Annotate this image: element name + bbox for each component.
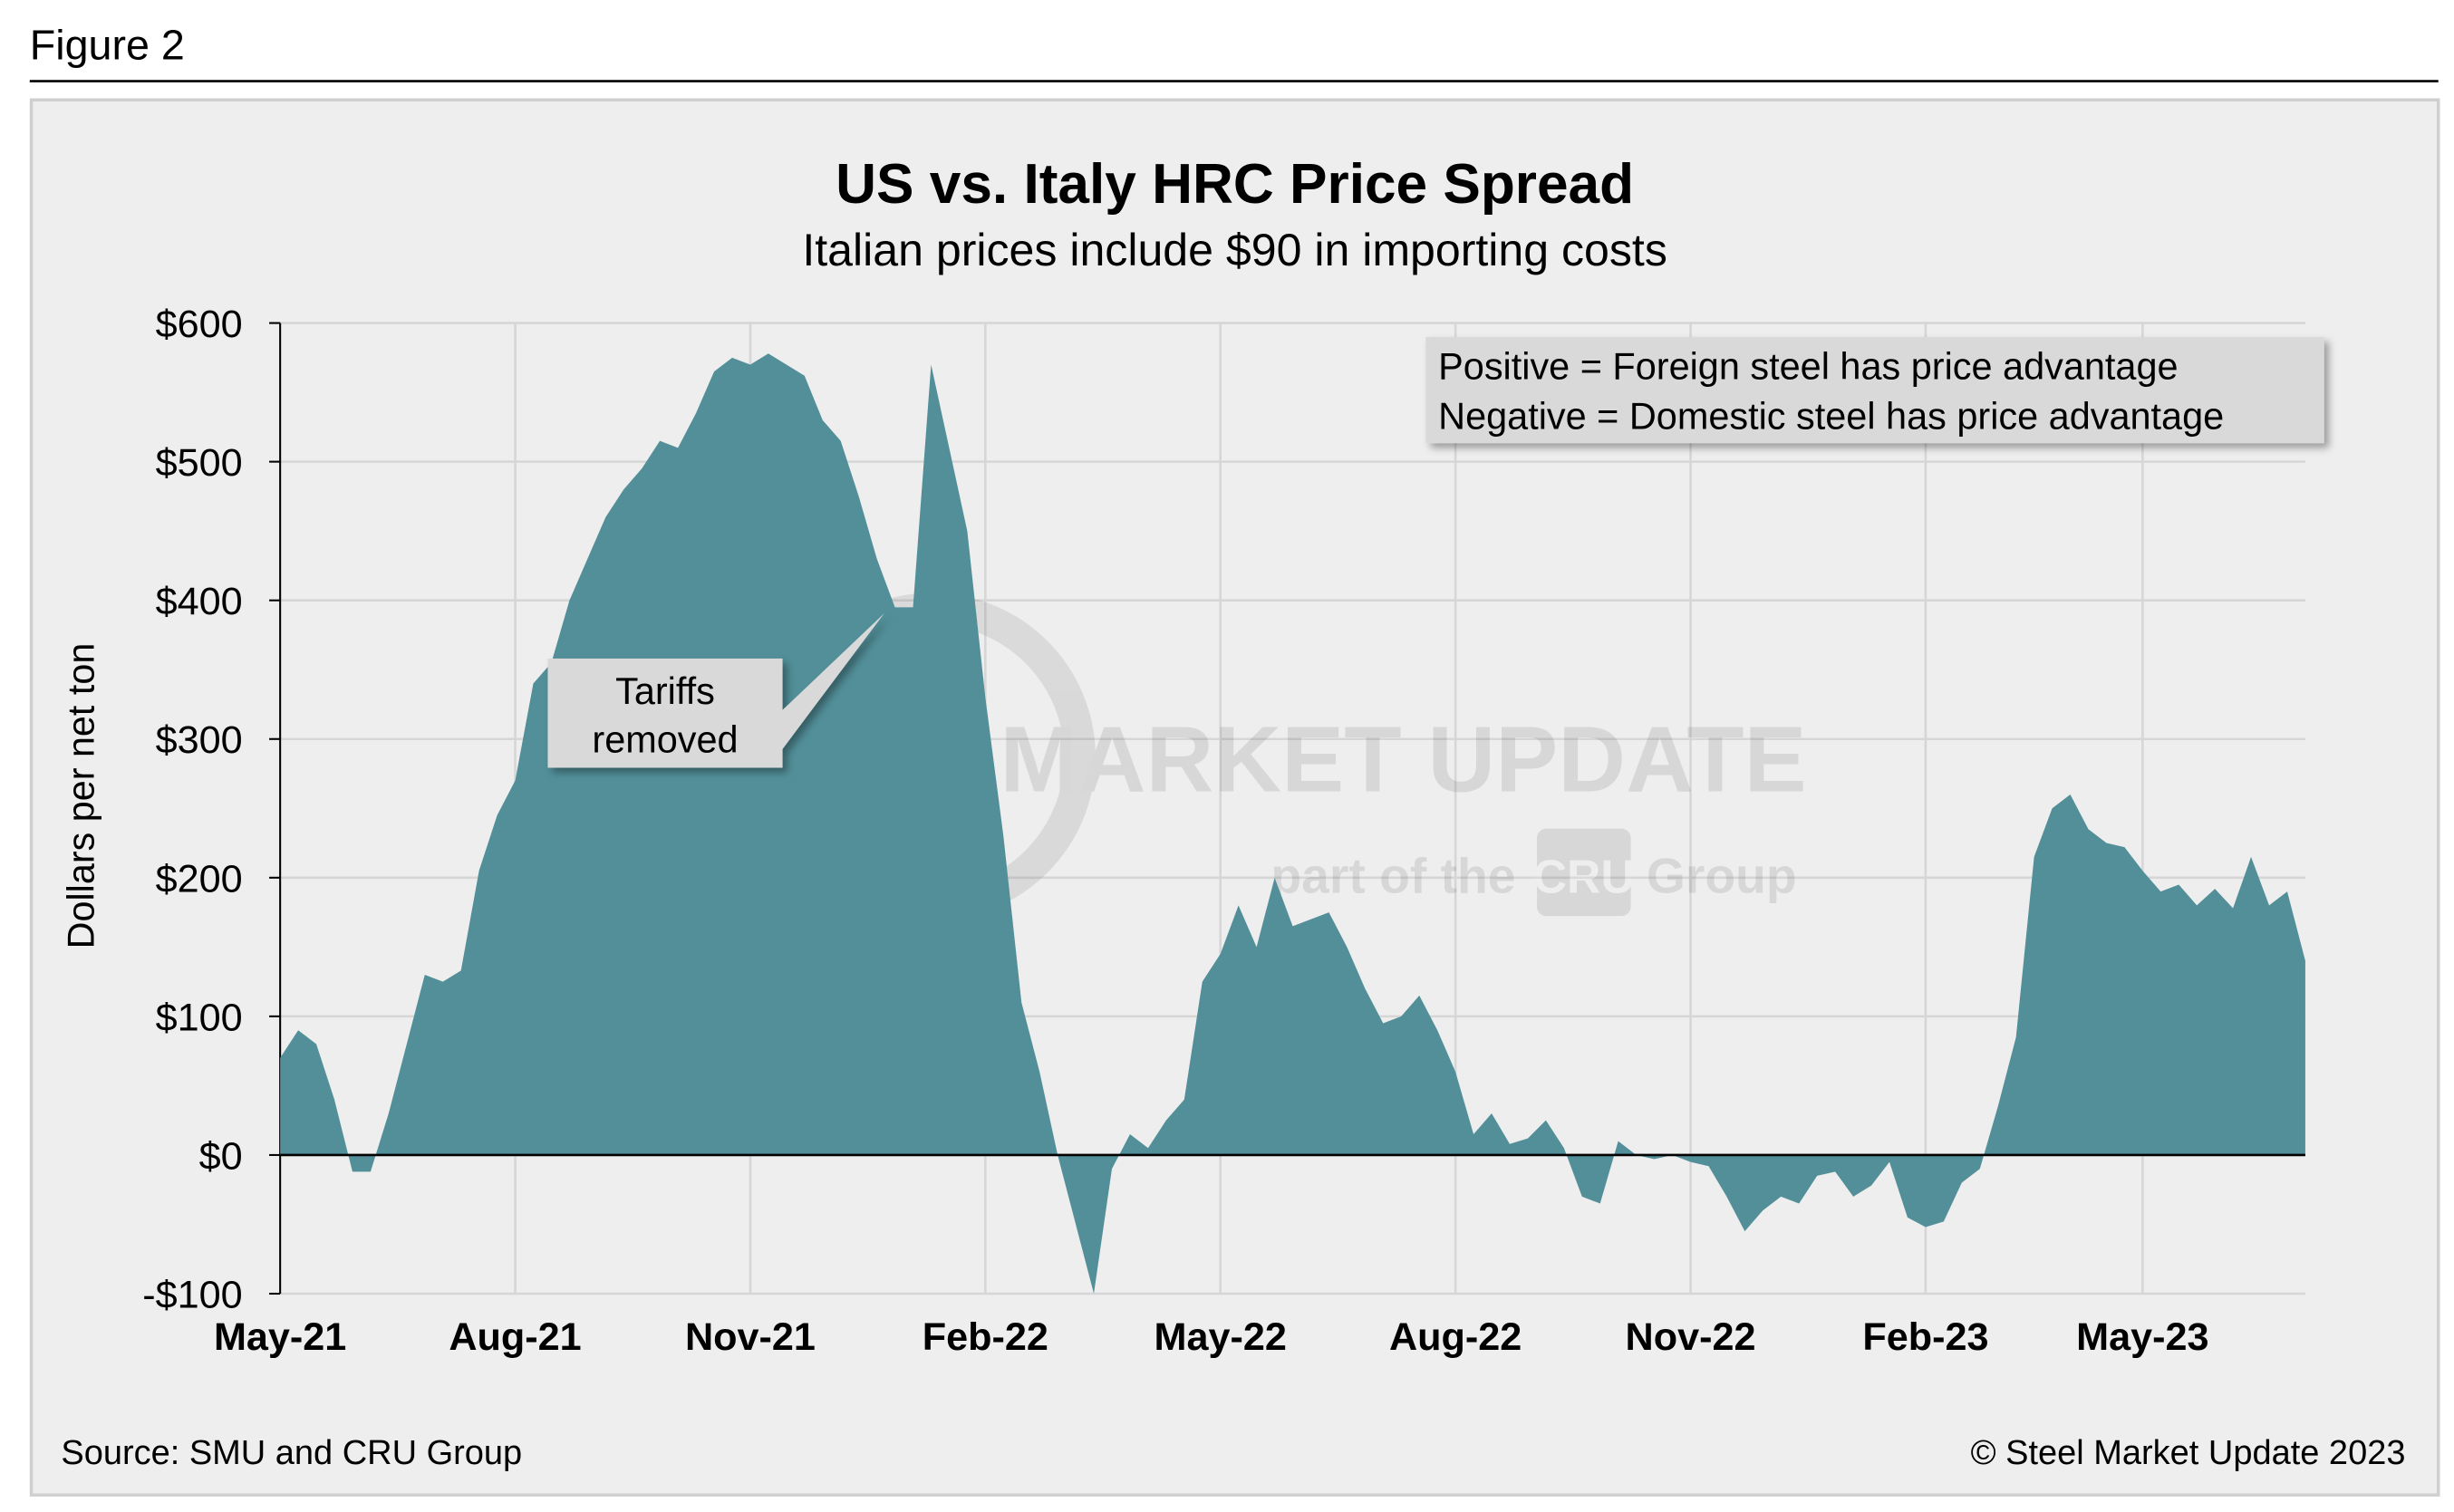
note-line: Positive = Foreign steel has price advan… [1438, 346, 2178, 388]
y-tick-label: -$100 [142, 1274, 242, 1317]
x-tick-label: Aug-21 [449, 1315, 581, 1359]
x-tick-label: Nov-22 [1626, 1315, 1756, 1359]
copyright: © Steel Market Update 2023 [1971, 1434, 2406, 1472]
annotation-text: removed [592, 718, 738, 760]
x-tick-label: Feb-23 [1862, 1315, 1988, 1359]
x-tick-label: May-22 [1155, 1315, 1287, 1359]
watermark-box [1536, 828, 1631, 917]
y-tick-label: $400 [156, 580, 243, 623]
note-line: Negative = Domestic steel has price adva… [1438, 396, 2224, 438]
x-tick-label: May-21 [214, 1315, 346, 1359]
y-tick-label: $100 [156, 996, 243, 1039]
chart-subtitle: Italian prices include $90 in importing … [802, 225, 1667, 275]
y-tick-label: $300 [156, 718, 243, 762]
chart-panel [29, 98, 2440, 1497]
plot [280, 353, 2305, 1295]
x-tick-label: Aug-22 [1389, 1315, 1522, 1359]
x-tick-label: May-23 [2076, 1315, 2208, 1359]
annotation-callout [547, 612, 884, 768]
note-box: Positive = Foreign steel has price advan… [1425, 337, 2324, 444]
x-tick-label: Nov-21 [685, 1315, 816, 1359]
watermark-text: CRU [1533, 850, 1635, 902]
figure-label: Figure 2 [30, 22, 185, 69]
y-tick-label: $500 [156, 441, 243, 485]
area [280, 353, 2305, 1295]
note-background [1425, 337, 2324, 444]
annotation-text: Tariffs [615, 670, 715, 712]
watermark-text: part of the [1270, 847, 1515, 903]
y-tick-label: $200 [156, 857, 243, 900]
y-tick-label: $0 [199, 1134, 243, 1178]
x-tick-label: Feb-22 [923, 1315, 1048, 1359]
chart-title: US vs. Italy HRC Price Spread [836, 153, 1634, 216]
annotation: Tariffs removed [547, 612, 884, 768]
y-axis-label: Dollars per net ton [61, 643, 102, 949]
watermark-text: Group [1647, 847, 1797, 903]
source: Source: SMU and CRU Group [61, 1434, 522, 1472]
y-tick-label: $600 [156, 303, 243, 346]
